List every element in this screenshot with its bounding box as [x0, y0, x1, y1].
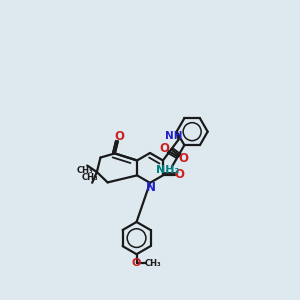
Text: NH₂: NH₂: [156, 165, 180, 175]
Text: O: O: [159, 142, 170, 155]
Text: O: O: [175, 168, 185, 181]
Text: NH: NH: [165, 131, 183, 141]
Text: CH₃: CH₃: [145, 259, 162, 268]
Text: CH₃: CH₃: [76, 167, 93, 176]
Text: O: O: [114, 130, 124, 143]
Text: O: O: [179, 152, 189, 166]
Text: O: O: [132, 258, 141, 268]
Text: N: N: [146, 182, 156, 194]
Text: CH₃: CH₃: [82, 173, 98, 182]
